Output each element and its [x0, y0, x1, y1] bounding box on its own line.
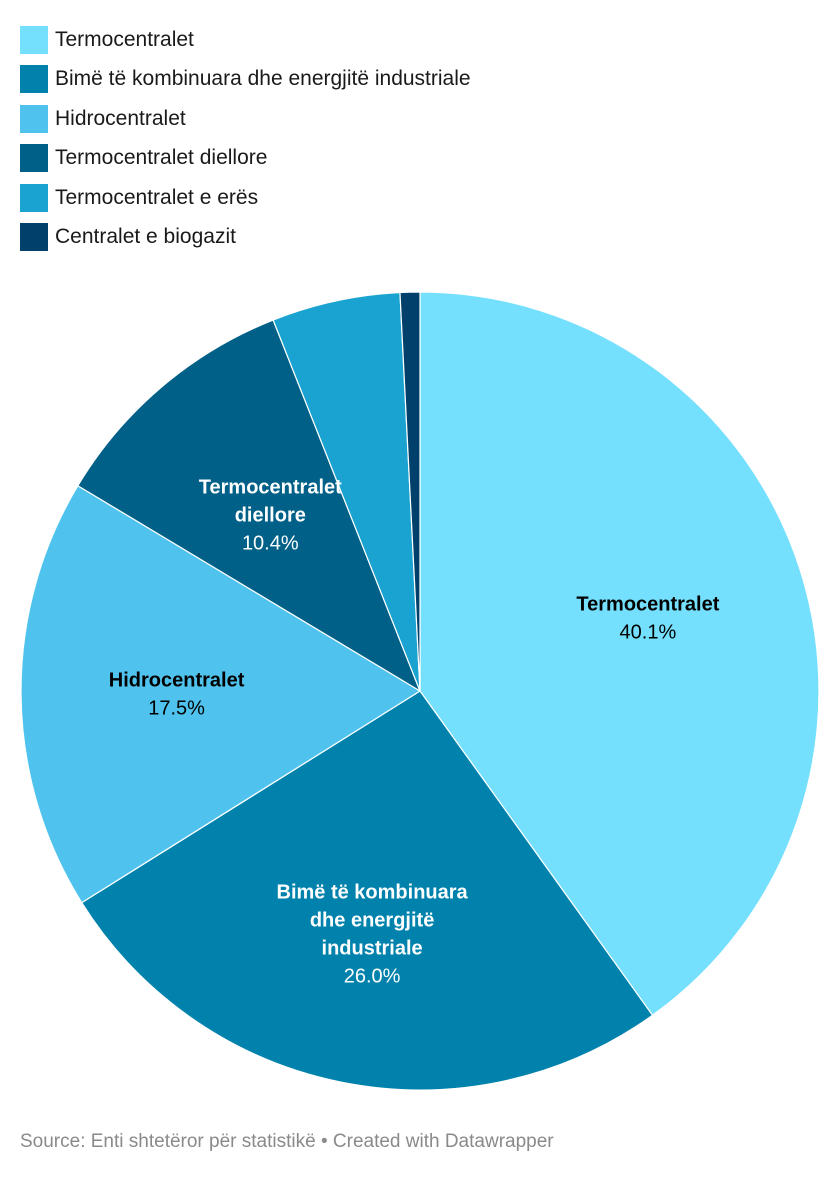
- pie-slice-termocentralet-diellore: [77, 319, 421, 692]
- legend-swatch: [20, 144, 48, 173]
- legend-label: Hidrocentralet: [55, 106, 186, 130]
- legend-item-bime-te-kombinuara: Bimë të kombinuara dhe energjitë industr…: [20, 60, 471, 100]
- legend-label: Termocentralet diellore: [55, 146, 268, 170]
- pie-slice-bime-te-kombinuara-dhe-energjite-industriale: [81, 690, 654, 1091]
- slice-label-termocentralet-diellore: Termocentralet diellore 10.4%: [199, 477, 342, 555]
- legend-swatch: [20, 65, 48, 94]
- legend-item-hidrocentralet: Hidrocentralet: [20, 99, 471, 139]
- slice-label-name: Bimë të kombinuara: [277, 882, 469, 904]
- slice-label-name: industriale: [322, 938, 423, 960]
- legend-swatch: [20, 25, 48, 54]
- pie-slice-termocentralet: [419, 291, 820, 1016]
- slice-label-value: 40.1%: [620, 622, 677, 644]
- slice-label-termocentralet: Termocentralet 40.1%: [576, 594, 719, 644]
- slice-label-name: diellore: [235, 505, 306, 527]
- pie-slice-centralet-e-biogazit: [399, 291, 421, 692]
- slice-label-value: 17.5%: [148, 697, 205, 719]
- slice-label-value: 10.4%: [242, 533, 299, 555]
- pie-slices: [20, 291, 820, 1091]
- legend-label: Centralet e biogazit: [55, 225, 236, 249]
- slice-label-name: dhe energjitë: [310, 910, 434, 932]
- chart-legend: Termocentralet Bimë të kombinuara dhe en…: [20, 20, 471, 257]
- legend-swatch: [20, 104, 48, 133]
- legend-item-centralet-e-biogazit: Centralet e biogazit: [20, 218, 471, 258]
- pie-slice-hidrocentralet: [20, 485, 421, 904]
- legend-item-termocentralet-diellore: Termocentralet diellore: [20, 139, 471, 179]
- slice-label-name: Hidrocentralet: [109, 669, 245, 691]
- slice-label-name: Termocentralet: [576, 594, 719, 616]
- slice-label-value: 26.0%: [344, 966, 401, 988]
- slice-label-name: Termocentralet: [199, 477, 342, 499]
- slice-label-hidrocentralet: Hidrocentralet 17.5%: [109, 669, 245, 719]
- legend-swatch: [20, 223, 48, 252]
- legend-item-termocentralet: Termocentralet: [20, 20, 471, 60]
- legend-label: Bimë të kombinuara dhe energjitë industr…: [55, 67, 471, 91]
- slice-label-bime-te-kombinuara-dhe-energjite-industriale: Bimë të kombinuara dhe energjitë industria…: [277, 882, 469, 988]
- legend-label: Termocentralet: [55, 27, 194, 51]
- legend-label: Termocentralet e erës: [55, 185, 259, 209]
- pie-labels: Termocentralet 40.1% Bimë të kombinuara dhe…: [109, 477, 720, 988]
- legend-item-termocentralet-e-eres: Termocentralet e erës: [20, 178, 471, 218]
- source-note: Source: Enti shtetëror për statistikë • …: [20, 1131, 554, 1152]
- legend-swatch: [20, 183, 48, 212]
